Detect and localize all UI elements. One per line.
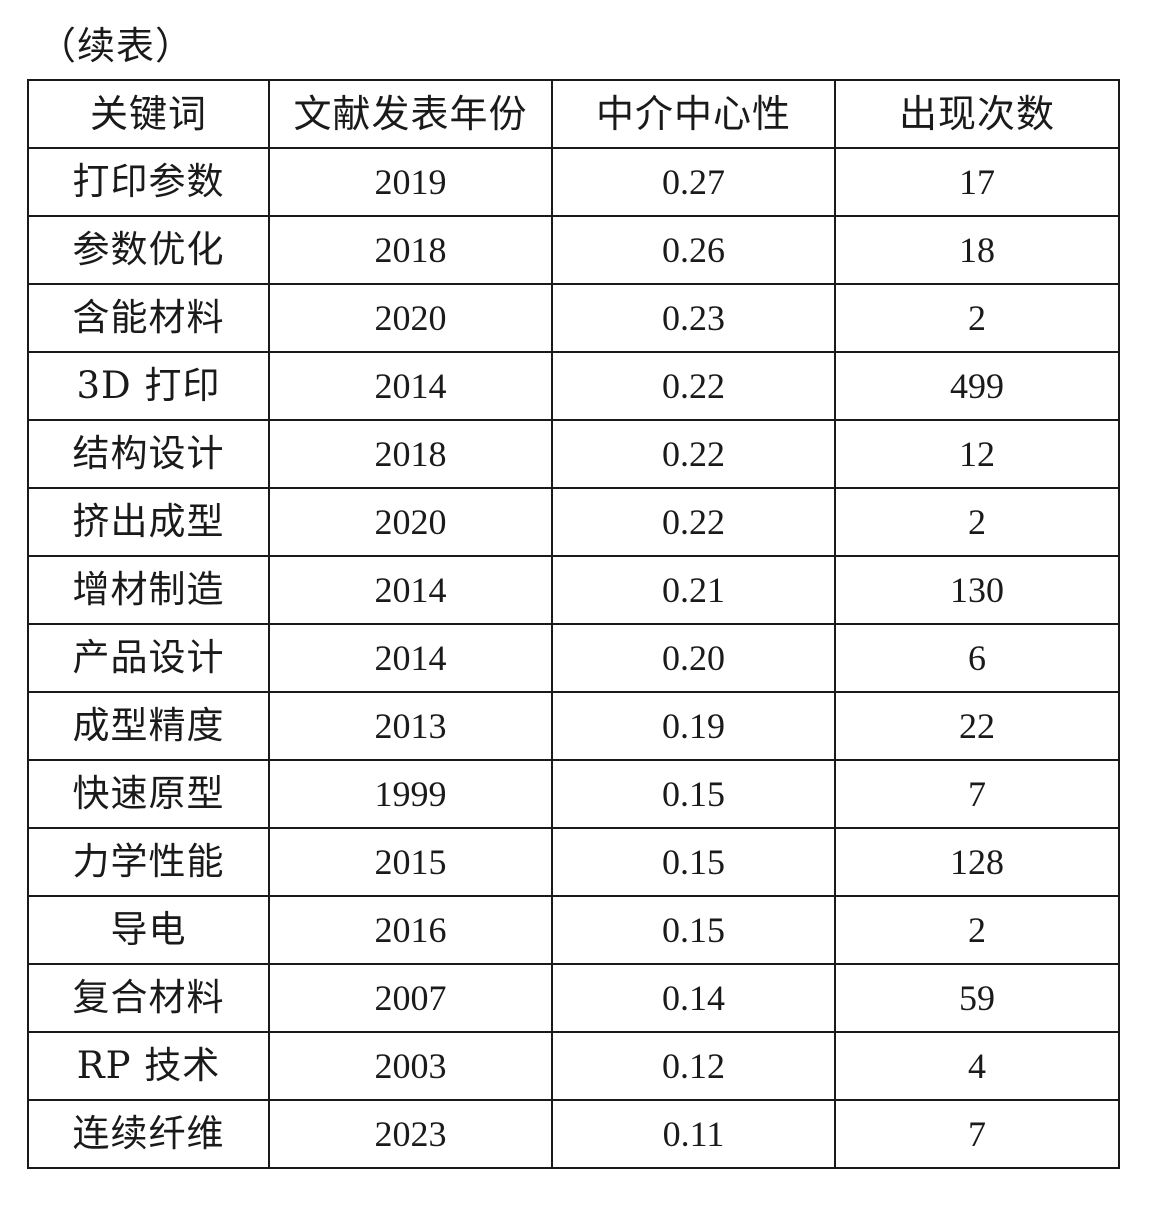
cell-keyword: RP 技术 [27, 1031, 270, 1101]
cell-publication-year: 2013 [268, 691, 553, 761]
cell-publication-year: 2015 [268, 827, 553, 897]
cell-keyword: 快速原型 [27, 759, 270, 829]
cell-keyword: 参数优化 [27, 215, 270, 285]
cell-betweenness-centrality: 0.11 [551, 1099, 836, 1169]
cell-publication-year: 2016 [268, 895, 553, 965]
cell-occurrence-count: 2 [834, 487, 1120, 557]
header-publication-year: 文献发表年份 [268, 79, 553, 149]
cell-betweenness-centrality: 0.15 [551, 827, 836, 897]
cell-keyword: 结构设计 [27, 419, 270, 489]
cell-betweenness-centrality: 0.15 [551, 759, 836, 829]
keyword-table: 关键词 文献发表年份 中介中心性 出现次数 打印参数 2019 0.27 17 参数优化… [27, 79, 1120, 1169]
cell-occurrence-count: 2 [834, 895, 1120, 965]
cell-publication-year: 2020 [268, 283, 553, 353]
cell-publication-year: 2014 [268, 351, 553, 421]
cell-keyword: 3D 打印 [27, 351, 270, 421]
table-row: 产品设计 2014 0.20 6 [27, 623, 1120, 693]
cell-publication-year: 2020 [268, 487, 553, 557]
cell-occurrence-count: 22 [834, 691, 1120, 761]
cell-publication-year: 2018 [268, 215, 553, 285]
cell-betweenness-centrality: 0.12 [551, 1031, 836, 1101]
cell-occurrence-count: 2 [834, 283, 1120, 353]
cell-occurrence-count: 7 [834, 1099, 1120, 1169]
cell-publication-year: 2003 [268, 1031, 553, 1101]
cell-keyword: 含能材料 [27, 283, 270, 353]
header-betweenness-centrality: 中介中心性 [551, 79, 836, 149]
cell-occurrence-count: 130 [834, 555, 1120, 625]
cell-occurrence-count: 12 [834, 419, 1120, 489]
cell-publication-year: 2014 [268, 623, 553, 693]
table-row: RP 技术 2003 0.12 4 [27, 1031, 1120, 1101]
cell-betweenness-centrality: 0.22 [551, 419, 836, 489]
cell-betweenness-centrality: 0.19 [551, 691, 836, 761]
cell-betweenness-centrality: 0.27 [551, 147, 836, 217]
cell-betweenness-centrality: 0.15 [551, 895, 836, 965]
table-row: 参数优化 2018 0.26 18 [27, 215, 1120, 285]
header-keyword: 关键词 [27, 79, 270, 149]
table-row: 含能材料 2020 0.23 2 [27, 283, 1120, 353]
table-row: 力学性能 2015 0.15 128 [27, 827, 1120, 897]
cell-occurrence-count: 59 [834, 963, 1120, 1033]
cell-keyword: 打印参数 [27, 147, 270, 217]
cell-occurrence-count: 6 [834, 623, 1120, 693]
cell-keyword: 导电 [27, 895, 270, 965]
cell-betweenness-centrality: 0.20 [551, 623, 836, 693]
table-row: 挤出成型 2020 0.22 2 [27, 487, 1120, 557]
cell-betweenness-centrality: 0.26 [551, 215, 836, 285]
cell-keyword: 挤出成型 [27, 487, 270, 557]
cell-betweenness-centrality: 0.14 [551, 963, 836, 1033]
cell-occurrence-count: 18 [834, 215, 1120, 285]
table-row: 结构设计 2018 0.22 12 [27, 419, 1120, 489]
cell-betweenness-centrality: 0.21 [551, 555, 836, 625]
cell-occurrence-count: 4 [834, 1031, 1120, 1101]
header-occurrence-count: 出现次数 [834, 79, 1120, 149]
cell-publication-year: 2023 [268, 1099, 553, 1169]
header-row: 关键词 文献发表年份 中介中心性 出现次数 [27, 79, 1120, 149]
table-row: 连续纤维 2023 0.11 7 [27, 1099, 1120, 1169]
cell-betweenness-centrality: 0.22 [551, 487, 836, 557]
table-caption: （续表） [38, 24, 195, 68]
cell-publication-year: 2018 [268, 419, 553, 489]
cell-keyword: 产品设计 [27, 623, 270, 693]
cell-keyword: 复合材料 [27, 963, 270, 1033]
cell-keyword: 成型精度 [27, 691, 270, 761]
cell-betweenness-centrality: 0.22 [551, 351, 836, 421]
cell-keyword: 力学性能 [27, 827, 270, 897]
table-row: 打印参数 2019 0.27 17 [27, 147, 1120, 217]
table-body: 打印参数 2019 0.27 17 参数优化 2018 0.26 18 含能材料 2020 0.23… [27, 147, 1120, 1169]
table-row: 快速原型 1999 0.15 7 [27, 759, 1120, 829]
cell-keyword: 增材制造 [27, 555, 270, 625]
table-row: 导电 2016 0.15 2 [27, 895, 1120, 965]
cell-publication-year: 2014 [268, 555, 553, 625]
cell-occurrence-count: 499 [834, 351, 1120, 421]
cell-publication-year: 1999 [268, 759, 553, 829]
table-header: 关键词 文献发表年份 中介中心性 出现次数 [27, 79, 1120, 149]
table-row: 复合材料 2007 0.14 59 [27, 963, 1120, 1033]
cell-occurrence-count: 128 [834, 827, 1120, 897]
cell-publication-year: 2007 [268, 963, 553, 1033]
cell-betweenness-centrality: 0.23 [551, 283, 836, 353]
table-row: 3D 打印 2014 0.22 499 [27, 351, 1120, 421]
cell-publication-year: 2019 [268, 147, 553, 217]
cell-occurrence-count: 7 [834, 759, 1120, 829]
cell-keyword: 连续纤维 [27, 1099, 270, 1169]
table-row: 成型精度 2013 0.19 22 [27, 691, 1120, 761]
cell-occurrence-count: 17 [834, 147, 1120, 217]
table-row: 增材制造 2014 0.21 130 [27, 555, 1120, 625]
